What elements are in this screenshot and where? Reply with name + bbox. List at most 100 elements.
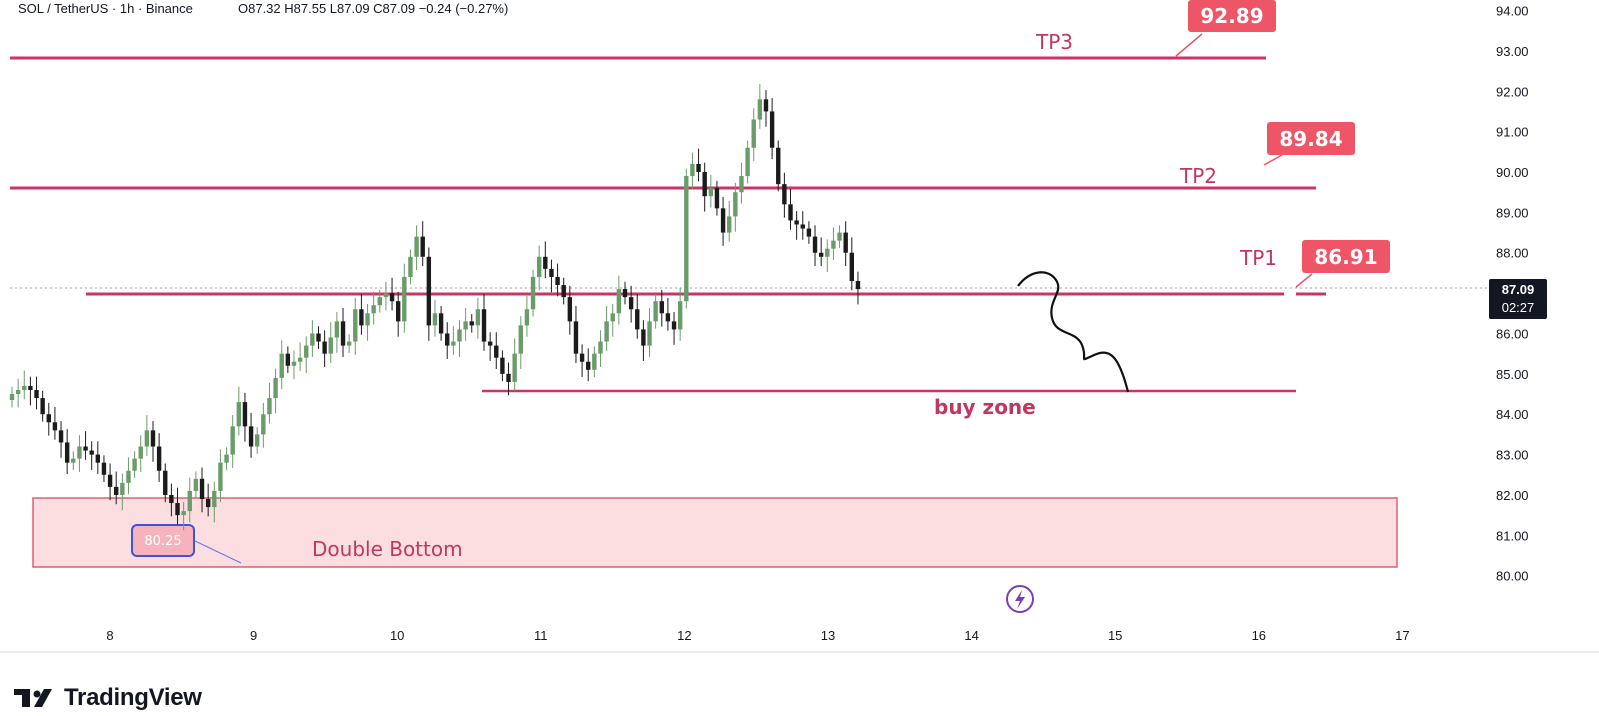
tradingview-logo-icon	[14, 689, 52, 707]
candle-body	[114, 486, 119, 495]
candle-body	[371, 305, 376, 314]
time-tick-label: 15	[1108, 628, 1122, 643]
candle-body	[40, 398, 45, 415]
tp3-price-tag	[1188, 0, 1276, 32]
candle-body	[89, 450, 94, 455]
candle-body	[205, 498, 211, 508]
candle-body	[52, 422, 58, 431]
candle-body	[402, 276, 407, 322]
candle-body	[555, 276, 560, 286]
candle-body	[579, 353, 585, 362]
candle-body	[831, 240, 836, 249]
candle-body	[677, 301, 683, 330]
candle-body	[487, 341, 493, 346]
candle-body	[696, 163, 701, 172]
candle-body	[34, 389, 39, 399]
candle-body	[512, 353, 517, 382]
candle-body	[825, 248, 830, 257]
time-axis[interactable]: 8 9 10 11 12 13 14 15 16 17	[106, 628, 1409, 643]
candle-body	[714, 188, 720, 209]
candle-body	[690, 163, 695, 177]
candle-body	[812, 236, 818, 253]
candle-body	[837, 232, 842, 241]
current-price-tag	[1489, 279, 1547, 319]
candle-body	[310, 333, 315, 346]
candle-body	[653, 301, 658, 322]
projected-price-path	[1017, 271, 1130, 393]
candle-body	[438, 313, 444, 334]
candle-body	[586, 361, 591, 370]
time-tick-label: 10	[390, 628, 404, 643]
buy-zone-label: buy zone	[934, 395, 1036, 419]
price-tick-label: 90.00	[1496, 165, 1529, 180]
candle-body	[383, 293, 389, 298]
current-price-value: 87.09	[1502, 282, 1535, 297]
candle-body	[242, 402, 248, 427]
candle-body	[506, 373, 511, 382]
candle-body	[494, 345, 499, 358]
candle-body	[788, 204, 793, 221]
low-callout-connector	[192, 539, 242, 564]
candle-body	[769, 111, 775, 148]
candle-body	[236, 402, 242, 427]
candle-body	[126, 470, 131, 483]
tp2-price-tag-text: 89.84	[1279, 127, 1342, 151]
candle-body	[806, 228, 812, 237]
candle-body	[199, 478, 205, 499]
price-tick-label: 83.00	[1496, 448, 1529, 463]
candle-body	[671, 321, 677, 330]
time-tick-label: 16	[1252, 628, 1266, 643]
candle-body	[720, 208, 726, 233]
candle-body	[763, 99, 769, 112]
candle-body	[181, 511, 186, 516]
candle-body	[800, 224, 805, 229]
candle-body	[598, 341, 603, 354]
candle-body	[782, 184, 787, 205]
candle-body	[138, 446, 143, 459]
candle-body	[304, 345, 309, 358]
price-tick-label: 86.00	[1496, 326, 1529, 341]
time-tick-label: 14	[964, 628, 978, 643]
candle-body	[156, 446, 162, 471]
candle-body	[604, 321, 609, 342]
tradingview-wordmark: TradingView	[64, 684, 202, 711]
candle-body	[776, 147, 781, 185]
price-tick-label: 82.00	[1496, 488, 1529, 503]
double-bottom-label: Double Bottom	[312, 537, 463, 561]
candle-body	[248, 426, 254, 447]
candle-body	[365, 313, 370, 326]
candle-body	[543, 256, 548, 269]
time-tick-label: 12	[677, 628, 691, 643]
candle-body	[163, 470, 168, 495]
candle-body	[628, 297, 634, 310]
price-tick-label: 88.00	[1496, 246, 1529, 261]
candle-body	[665, 313, 671, 322]
footer-brand[interactable]: TradingView	[14, 683, 202, 713]
tp2-callout-pointer	[1263, 154, 1283, 166]
price-tick-label: 91.00	[1496, 125, 1529, 140]
candle-body	[58, 430, 64, 443]
candle-body	[101, 462, 107, 475]
candle-body	[659, 301, 664, 314]
candle-body	[353, 309, 358, 342]
candle-body	[273, 377, 278, 399]
candle-body	[684, 176, 689, 302]
candle-body	[46, 414, 51, 423]
candle-body	[77, 446, 82, 459]
candle-body	[334, 321, 340, 338]
candle-body	[218, 462, 223, 491]
price-tick-label: 93.00	[1496, 44, 1529, 59]
tp1-label: TP1	[1239, 246, 1277, 270]
tp3-callout-pointer	[1175, 33, 1203, 57]
candle-body	[377, 297, 382, 306]
ohlc-readout: O87.32 H87.55 L87.09 C87.09 −0.24 (−0.27…	[238, 1, 508, 16]
candle-body	[64, 442, 70, 463]
candle-body	[389, 293, 395, 302]
candle-body	[524, 309, 530, 326]
candle-body	[426, 256, 432, 326]
candle-body	[107, 474, 113, 487]
candle-body	[745, 147, 750, 177]
candle-body	[573, 321, 579, 354]
price-tick-label: 92.00	[1496, 84, 1529, 99]
